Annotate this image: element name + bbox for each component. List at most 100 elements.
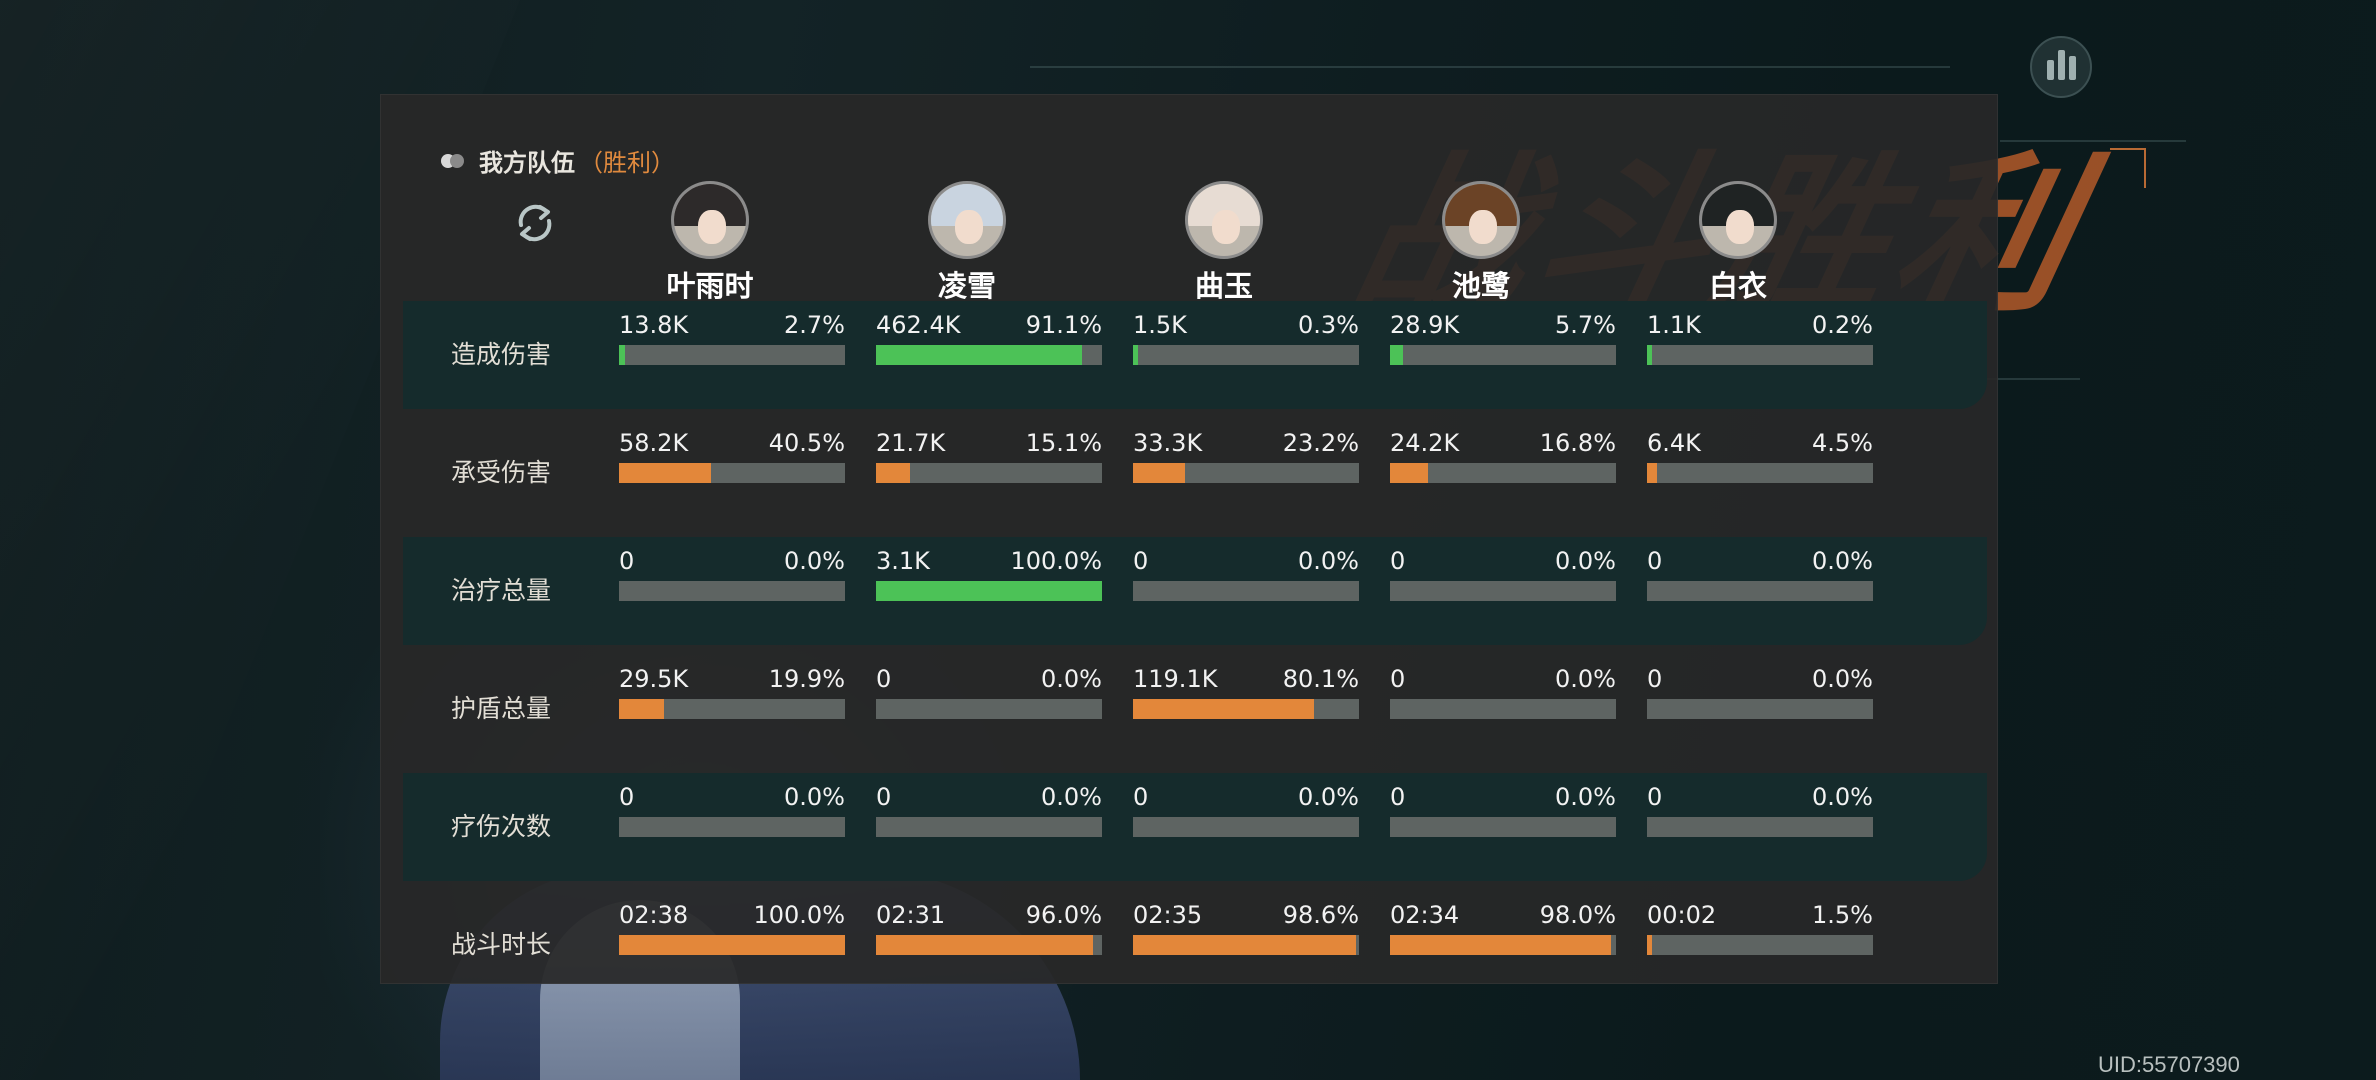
stat-value: 0 [1390, 783, 1406, 811]
hero-column-4[interactable]: 池鹭 [1401, 181, 1561, 305]
stat-bar-fill [619, 699, 664, 719]
stat-value: 02:31 [876, 901, 946, 929]
team-title: 我方队伍 [479, 149, 575, 177]
refresh-button[interactable] [507, 195, 563, 251]
stat-bar-fill [1133, 699, 1314, 719]
hero-name: 叶雨时 [666, 269, 754, 303]
team-header: 我方队伍 （胜利） [441, 143, 675, 178]
stat-label: 战斗时长 [451, 930, 552, 959]
stat-cell: 02:38 100.0% [619, 891, 845, 999]
bar-chart-icon-bar [2057, 50, 2065, 80]
hero-face [1469, 210, 1497, 244]
stat-cell: 119.1K 80.1% [1133, 655, 1359, 763]
stat-percent: 0.0% [1298, 547, 1359, 575]
hero-avatar [928, 181, 1006, 259]
stat-percent: 23.2% [1282, 429, 1359, 457]
stat-value: 0 [1133, 783, 1149, 811]
stat-label: 治疗总量 [451, 576, 552, 605]
stat-row: 造成伤害 13.8K 2.7% 462.4K 91.1% 1.5K 0.3% 28.9K 5.7… [403, 301, 1987, 409]
stat-bar-track [1390, 817, 1616, 837]
hero-column-5[interactable]: 白衣 [1658, 181, 1818, 305]
stat-bar-track [619, 345, 845, 365]
stat-percent: 91.1% [1025, 311, 1102, 339]
stat-bar-track [876, 817, 1102, 837]
stat-cell: 462.4K 91.1% [876, 301, 1102, 409]
stat-cell: 21.7K 15.1% [876, 419, 1102, 527]
stat-cell: 3.1K 100.0% [876, 537, 1102, 645]
stats-button[interactable] [2030, 36, 2092, 98]
stat-bar-track [1647, 699, 1873, 719]
stat-cell: 0 0.0% [1647, 537, 1873, 645]
stat-label: 造成伤害 [451, 340, 552, 369]
stat-bar-fill [1390, 345, 1403, 365]
stat-percent: 0.0% [1555, 665, 1616, 693]
stat-cell: 0 0.0% [876, 655, 1102, 763]
stat-bar-fill [1133, 935, 1356, 955]
stat-bar-fill [1390, 463, 1428, 483]
stat-cell: 0 0.0% [1647, 655, 1873, 763]
stat-bar-track [1390, 581, 1616, 601]
stat-bar-fill [1647, 935, 1652, 955]
stat-cell: 58.2K 40.5% [619, 419, 845, 527]
hero-column-3[interactable]: 曲玉 [1144, 181, 1304, 305]
stat-value: 1.1K [1647, 311, 1701, 339]
hero-column-1[interactable]: 叶雨时 [630, 181, 790, 305]
stat-bar-track [619, 935, 845, 955]
stat-value: 0 [1647, 665, 1663, 693]
stat-value: 0 [619, 547, 635, 575]
stat-value: 0 [1647, 783, 1663, 811]
stat-cell: 0 0.0% [619, 773, 845, 881]
hero-face [1212, 210, 1240, 244]
stat-percent: 0.0% [1041, 665, 1102, 693]
background-line [1920, 378, 2080, 380]
stat-bar-fill [1647, 463, 1657, 483]
stat-cell: 02:34 98.0% [1390, 891, 1616, 999]
stat-value: 3.1K [876, 547, 930, 575]
stat-percent: 98.6% [1282, 901, 1359, 929]
stat-percent: 0.0% [1812, 665, 1873, 693]
hero-name: 池鹭 [1451, 269, 1510, 303]
stat-value: 0 [1390, 665, 1406, 693]
hero-face [698, 210, 726, 244]
stat-row: 治疗总量 0 0.0% 3.1K 100.0% 0 0.0% 0 0.0% 0 0.0% [403, 537, 1987, 645]
hero-column-2[interactable]: 凌雪 [887, 181, 1047, 305]
stat-bar-track [1390, 699, 1616, 719]
stat-percent: 0.2% [1812, 311, 1873, 339]
stat-percent: 0.0% [784, 783, 845, 811]
stat-cell: 0 0.0% [1390, 655, 1616, 763]
stat-bar-track [876, 345, 1102, 365]
stat-bar-track [1133, 935, 1359, 955]
stat-bar-fill [1133, 463, 1185, 483]
stat-percent: 5.7% [1555, 311, 1616, 339]
stat-cell: 28.9K 5.7% [1390, 301, 1616, 409]
stat-percent: 98.0% [1539, 901, 1616, 929]
stat-bar-track [876, 581, 1102, 601]
stat-value: 6.4K [1647, 429, 1701, 457]
stat-bar-fill [1390, 935, 1611, 955]
team-toggle-icon [441, 153, 465, 168]
stat-bar-fill [876, 463, 910, 483]
stat-cell: 13.8K 2.7% [619, 301, 845, 409]
stat-value: 02:38 [619, 901, 689, 929]
stat-bar-track [876, 699, 1102, 719]
stat-value: 33.3K [1133, 429, 1203, 457]
stat-value: 0 [1647, 547, 1663, 575]
stat-value: 0 [1390, 547, 1406, 575]
stat-bar-fill [876, 581, 1102, 601]
stat-value: 21.7K [876, 429, 946, 457]
bar-chart-icon [2046, 60, 2054, 80]
stat-cell: 0 0.0% [1133, 537, 1359, 645]
stat-bar-track [1647, 463, 1873, 483]
stat-cell: 1.1K 0.2% [1647, 301, 1873, 409]
hero-avatar [1699, 181, 1777, 259]
stat-bar-fill [1647, 345, 1652, 365]
stat-cell: 33.3K 23.2% [1133, 419, 1359, 527]
stat-bar-fill [619, 463, 711, 483]
stat-percent: 0.0% [1555, 547, 1616, 575]
stat-row: 战斗时长 02:38 100.0% 02:31 96.0% 02:35 98.6% 02:34… [403, 891, 1987, 999]
background-line [2000, 140, 2186, 142]
stat-label: 承受伤害 [451, 458, 552, 487]
stat-bar-track [619, 817, 845, 837]
stat-bar-fill [1133, 345, 1138, 365]
stat-row: 疗伤次数 0 0.0% 0 0.0% 0 0.0% 0 0.0% 0 0.0% [403, 773, 1987, 881]
